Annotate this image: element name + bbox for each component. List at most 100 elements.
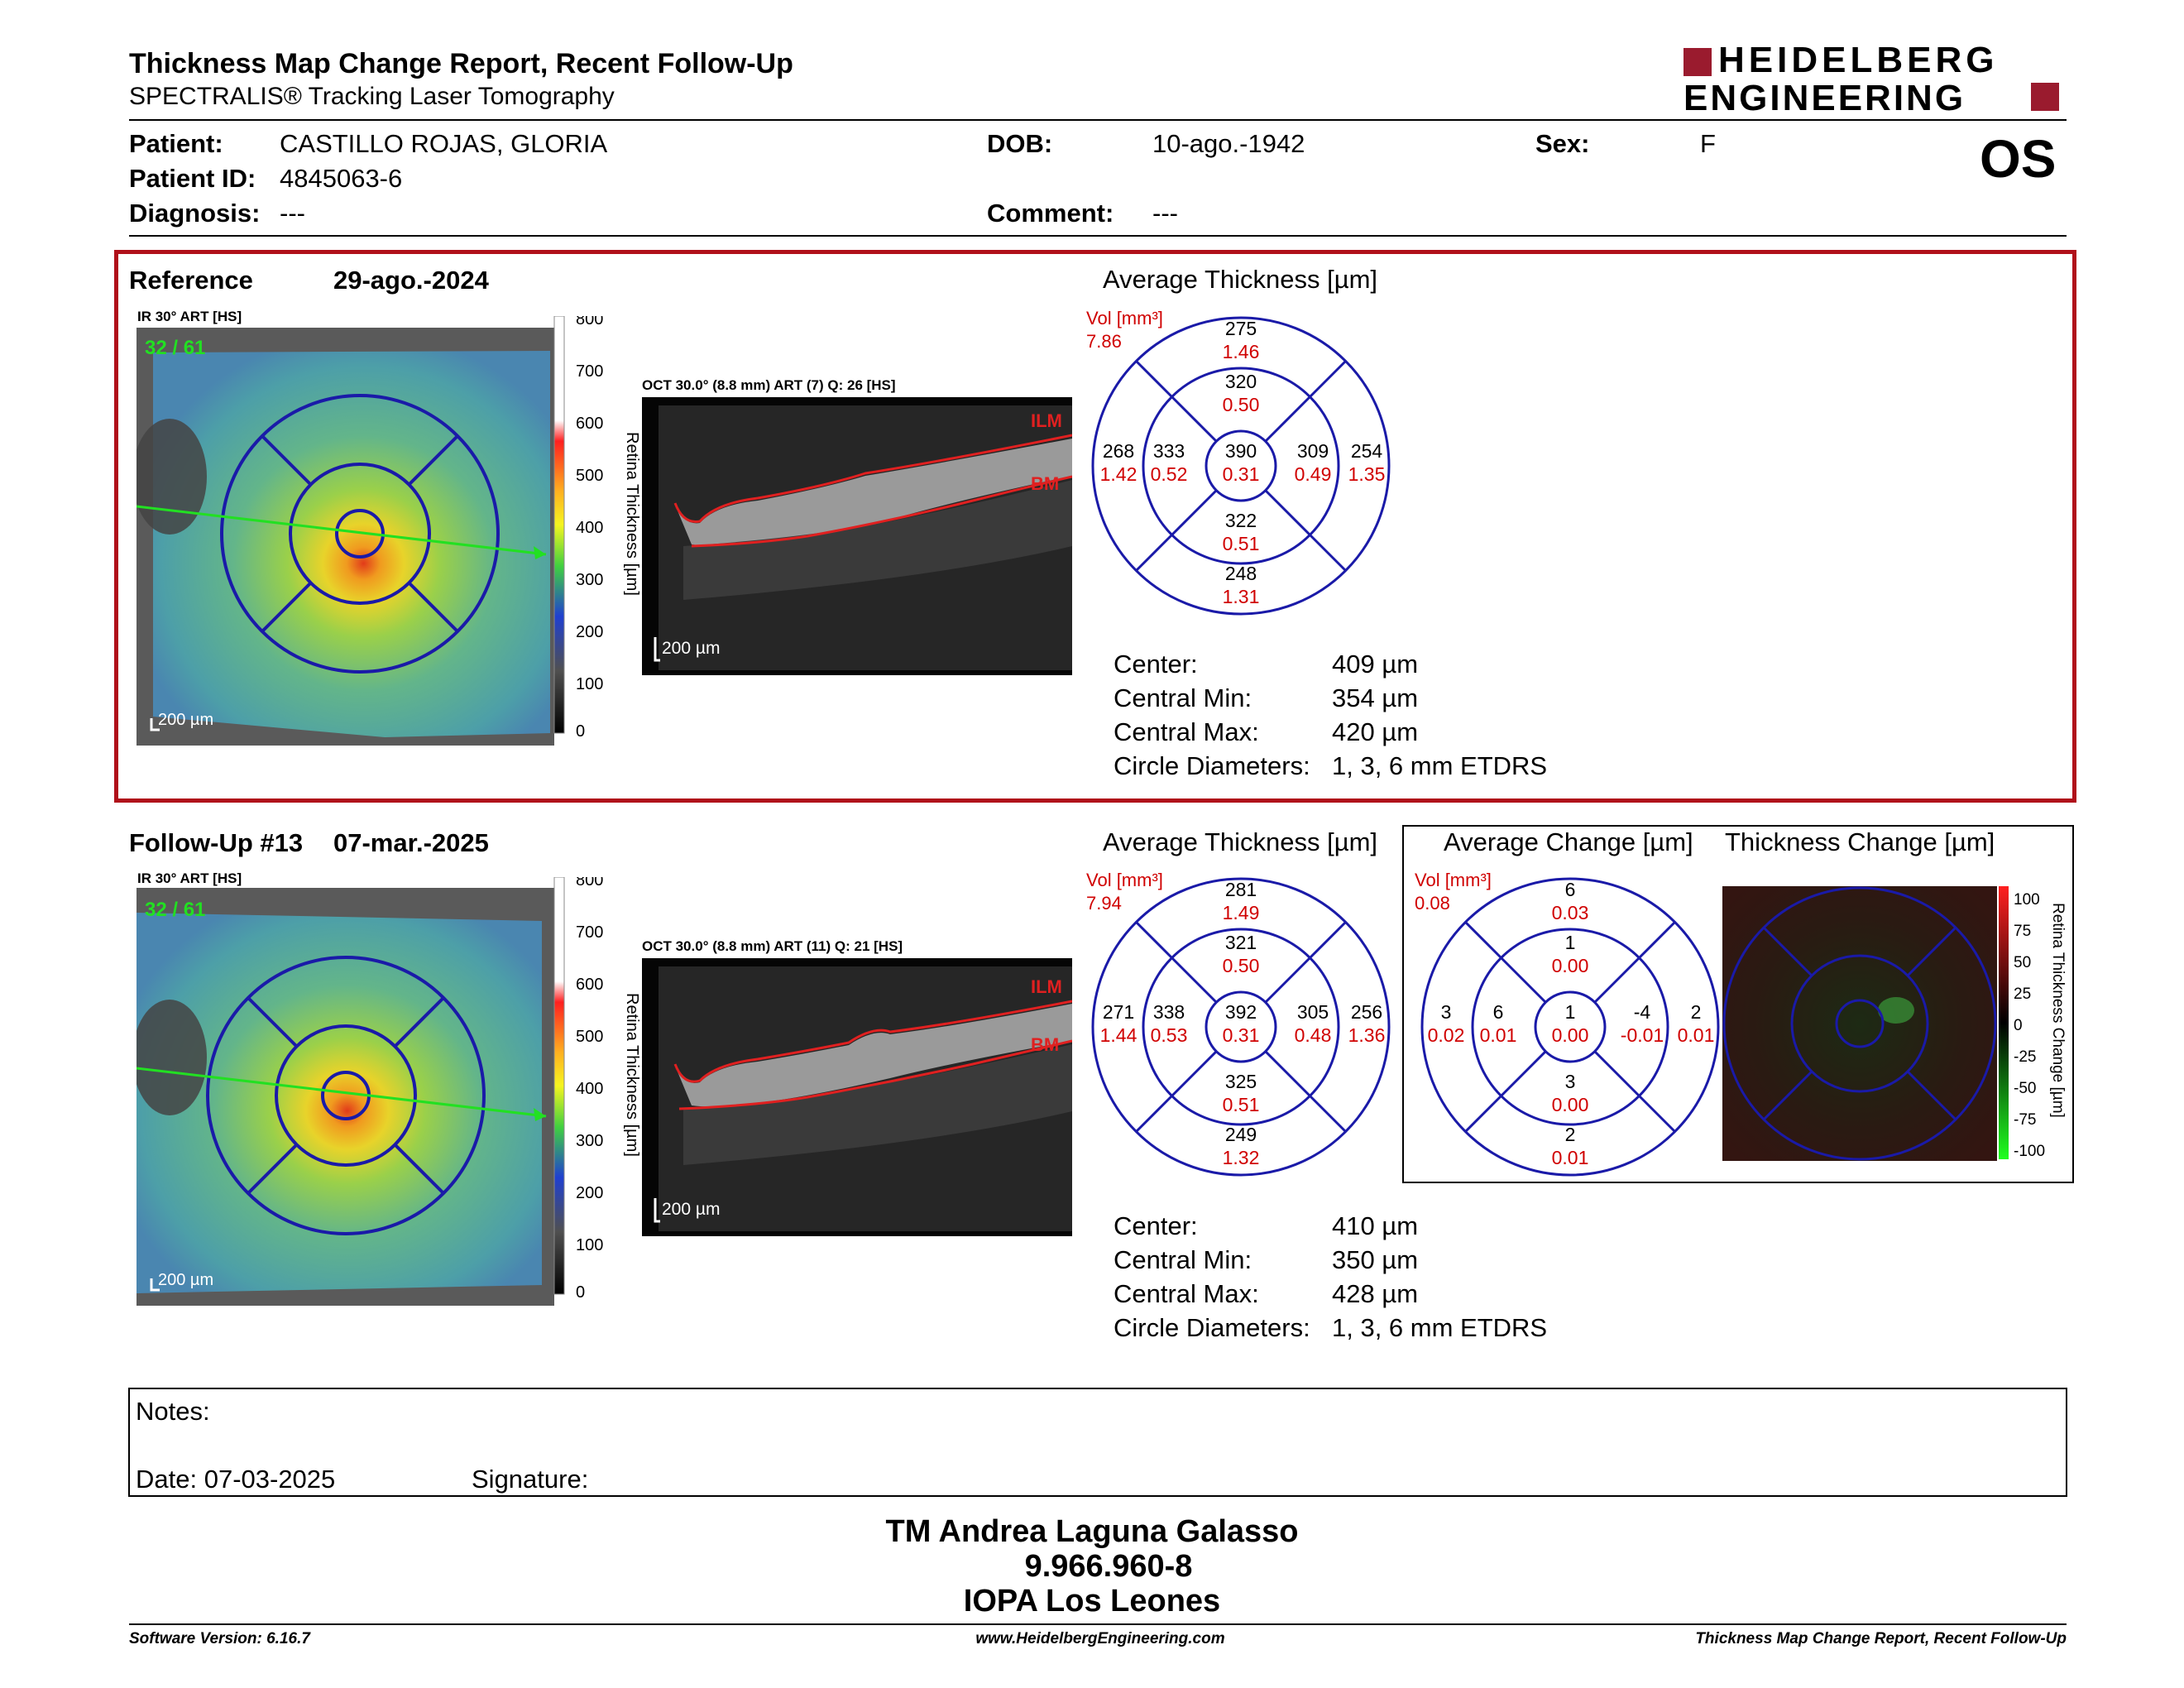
etdrs-spoke — [247, 1144, 298, 1195]
stat-min-label: Central Min: — [1114, 1245, 1252, 1274]
followup-oct-scan: ILM BM 200 µm — [642, 958, 1072, 1236]
etdrs-center-ring — [335, 509, 385, 559]
sector-left-inner-vol: 0.53 — [1151, 1024, 1188, 1046]
sector-left-outer-vol: 0.02 — [1428, 1024, 1465, 1046]
change-tick-label: -75 — [2014, 1111, 2036, 1129]
report-subtitle: SPECTRALIS® Tracking Laser Tomography — [129, 83, 615, 110]
sector-bottom-outer-vol: 1.31 — [1223, 586, 1260, 607]
sector-bottom-inner: 325 — [1225, 1071, 1257, 1092]
tick-label: 300 — [576, 1132, 603, 1150]
reference-date: 29-ago.-2024 — [333, 266, 489, 295]
colorbar-gradient — [553, 316, 565, 734]
etdrs-spoke — [1309, 920, 1348, 959]
sector-right-inner: 305 — [1297, 1001, 1329, 1023]
ilm-line — [673, 434, 1072, 524]
report-title: Thickness Map Change Report, Recent Foll… — [129, 48, 793, 79]
patient-name: CASTILLO ROJAS, GLORIA — [280, 129, 608, 158]
scan-arrow-icon — [534, 546, 546, 559]
change-tick-label: 0 — [2014, 1017, 2023, 1034]
etdrs-spoke — [1499, 956, 1547, 1004]
optic-disc — [136, 419, 207, 535]
tick-label: 800 — [576, 316, 603, 328]
reference-colorbar: 800 700 600 500 400 300 200 100 0 Retina… — [553, 316, 641, 738]
change-colorbar-gradient — [1999, 886, 2009, 1159]
sector-top-outer: 6 — [1565, 879, 1576, 900]
etdrs-center-ring — [1205, 429, 1277, 502]
sector-center: 390 — [1225, 440, 1257, 462]
sex-label: Sex: — [1535, 129, 1590, 158]
tick-label: 200 — [576, 623, 603, 641]
sector-top-inner: 1 — [1565, 932, 1576, 953]
change-tick-label: 100 — [2014, 891, 2040, 909]
sector-top-inner-vol: 0.50 — [1223, 955, 1260, 976]
etdrs-spoke — [1309, 1095, 1348, 1134]
change-tick-label: 50 — [2014, 954, 2031, 971]
sector-bottom-inner: 322 — [1225, 510, 1257, 531]
change-etdrs-grid: 6 0.03 1 0.00 3 0.02 6 0.01 1 0.00 -4 -0… — [1420, 877, 1720, 1177]
etdrs-middle-ring — [275, 1024, 417, 1167]
scan-line — [136, 1067, 547, 1118]
sector-right-outer-vol: 0.01 — [1678, 1024, 1715, 1046]
sector-center: 1 — [1565, 1001, 1576, 1023]
sector-top-outer-vol: 0.03 — [1552, 902, 1589, 923]
etdrs-spoke — [1134, 1095, 1173, 1134]
bm-line — [691, 475, 1072, 548]
etdrs-spoke — [1499, 1050, 1547, 1098]
followup-thickness-map: 32 / 61 200 µm — [136, 888, 554, 1306]
sector-top-outer: 275 — [1225, 318, 1257, 339]
etdrs-middle-ring — [289, 463, 431, 605]
stat-max-value: 428 µm — [1332, 1279, 1419, 1308]
change-tick-label: 25 — [2014, 985, 2031, 1003]
sector-center: 392 — [1225, 1001, 1257, 1023]
scan-arrow-icon — [534, 1108, 546, 1121]
etdrs-spoke — [1593, 956, 1641, 1004]
etdrs-spoke — [1593, 1050, 1641, 1098]
etdrs-spoke — [1170, 489, 1218, 537]
stat-max-label: Central Max: — [1114, 717, 1259, 746]
change-hotspot — [1878, 997, 1914, 1024]
vol-value: 7.94 — [1086, 893, 1122, 914]
etdrs-outer-ring — [1091, 316, 1391, 616]
sector-bottom-outer: 248 — [1225, 563, 1257, 584]
etdrs-spoke — [1134, 359, 1173, 398]
sector-center-vol: 0.00 — [1552, 1024, 1589, 1046]
footer-website[interactable]: www.HeidelbergEngineering.com — [975, 1630, 1225, 1647]
sector-top-inner: 321 — [1225, 932, 1257, 953]
sector-top-outer: 281 — [1225, 879, 1257, 900]
notes-box — [128, 1388, 2067, 1497]
etdrs-spoke — [1264, 956, 1312, 1004]
scan-line — [136, 505, 547, 556]
footer-report: Thickness Map Change Report, Recent Foll… — [1695, 1630, 2067, 1647]
change-colorbar-title: Retina Thickness Change [µm] — [2049, 903, 2067, 1118]
etdrs-spoke — [1638, 920, 1677, 959]
sector-top-outer-vol: 1.49 — [1223, 902, 1260, 923]
ilm-line — [673, 1000, 1072, 1083]
etdrs-middle-ring — [1471, 928, 1669, 1126]
etdrs-spoke — [1264, 489, 1312, 537]
etdrs-center-ring — [1835, 999, 1885, 1048]
comment-label: Comment: — [987, 199, 1114, 228]
etdrs-spoke — [1309, 534, 1348, 573]
stat-min-label: Central Min: — [1114, 683, 1252, 712]
thickness-overlay — [136, 913, 542, 1293]
vol-value: 7.86 — [1086, 331, 1122, 352]
logo-line2: ENGINEERING — [1684, 78, 1966, 118]
etdrs-spoke — [1134, 534, 1173, 573]
reference-label: Reference — [129, 266, 253, 295]
sector-left-outer: 271 — [1103, 1001, 1134, 1023]
change-vol-label: Vol [mm³] — [1415, 870, 1492, 890]
etdrs-spoke — [394, 1144, 445, 1195]
etdrs-spoke — [1463, 920, 1502, 959]
scale-bar-icon — [150, 718, 160, 731]
bm-line — [678, 1039, 1072, 1110]
sector-right-inner-vol: -0.01 — [1621, 1024, 1664, 1046]
sex-value: F — [1700, 129, 1716, 158]
reference-thickness-map: 32 / 61 200 µm — [136, 328, 554, 746]
ir-label: IR 30° ART [HS] — [137, 309, 242, 324]
stat-max-value: 420 µm — [1332, 717, 1419, 746]
sector-bottom-inner-vol: 0.00 — [1552, 1094, 1589, 1115]
sector-right-outer-vol: 1.36 — [1348, 1024, 1386, 1046]
sector-right-inner-vol: 0.49 — [1295, 463, 1332, 485]
sector-center-vol: 0.31 — [1223, 463, 1260, 485]
etdrs-spoke — [1264, 395, 1312, 443]
